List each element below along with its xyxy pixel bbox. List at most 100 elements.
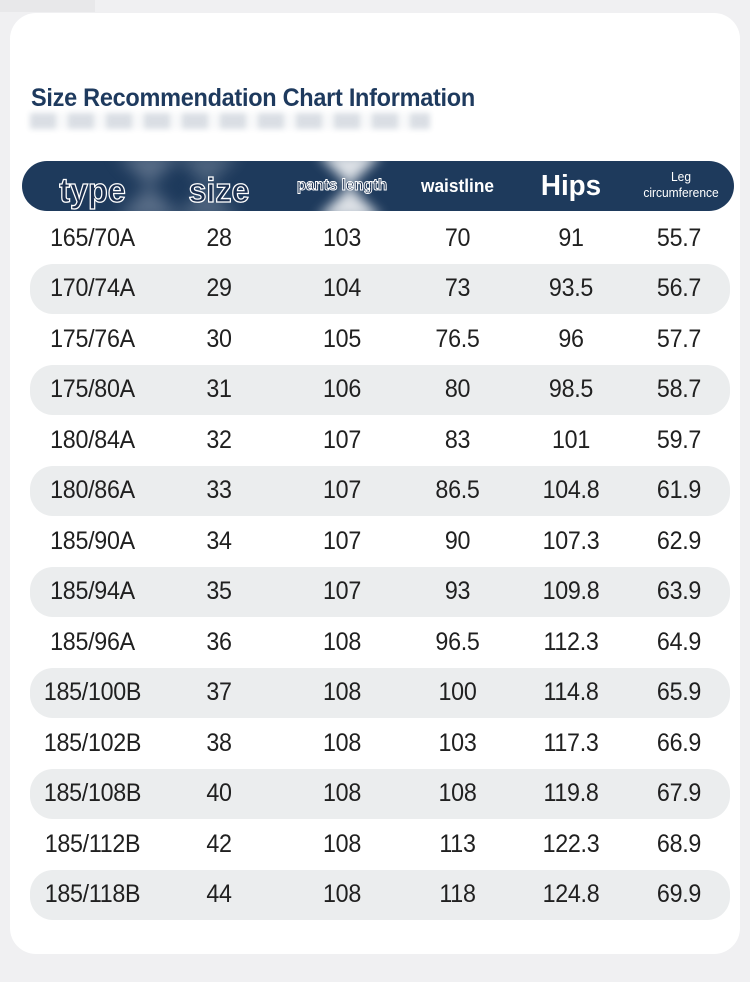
cell-pants_length: 107 [323,476,361,505]
cell-type: 175/80A [50,375,135,404]
cell-leg_circumference: 55.7 [656,223,702,252]
cell-waistline: 76.5 [435,324,480,353]
cell-leg_circumference: 68.9 [656,829,702,858]
cell-size: 33 [206,476,232,505]
size-chart-card: Size Recommendation Chart Information ty… [10,13,740,954]
cell-pants_length: 106 [323,375,361,404]
cell-hips: 98.5 [548,375,594,404]
cell-pants_length: 107 [323,425,361,454]
cell-leg_circumference: 62.9 [656,526,702,555]
cell-pants_length: 108 [323,678,361,707]
cell-type: 165/70A [50,223,135,252]
cell-size: 35 [206,577,232,606]
cell-hips: 112.3 [543,627,599,656]
cell-size: 34 [206,526,232,555]
header-row: type size pants length waistline Hips Le… [22,161,734,211]
cell-hips: 117.3 [543,728,599,757]
table-body: 165/70A 28 103 70 91 55.7 170/74A 29 104 73 93.5 56… [30,213,730,920]
cell-hips: 101 [552,425,590,454]
cell-leg_circumference: 58.7 [656,375,702,404]
header-cell-waistline: waistline [421,175,494,196]
cell-pants_length: 107 [323,577,361,606]
cell-hips: 122.3 [542,829,600,858]
cell-leg_circumference: 66.9 [656,728,702,757]
cell-pants_length: 107 [323,526,361,555]
cell-size: 36 [206,627,232,656]
page-title: Size Recommendation Chart Information [31,84,475,112]
table-row: 165/70A 28 103 70 91 55.7 [30,213,730,264]
cell-waistline: 96.5 [435,627,480,656]
cell-pants_length: 108 [323,829,361,858]
cell-waistline: 108 [438,779,477,808]
cell-waistline: 80 [444,375,471,404]
header-cell-hips: Hips [540,169,602,202]
cell-hips: 104.8 [542,476,600,505]
cell-waistline: 93 [444,577,471,606]
table-row: 180/84A 32 107 83 101 59.7 [30,415,730,466]
cell-pants_length: 104 [323,274,361,303]
table-row: 185/102B 38 108 103 117.3 66.9 [30,718,730,769]
cell-hips: 107.3 [542,526,600,555]
cell-leg_circumference: 69.9 [656,880,702,909]
header-cell-pants-length: pants length [296,177,388,195]
cell-type: 185/94A [50,577,135,606]
cell-leg_circumference: 56.7 [656,274,702,303]
cell-pants_length: 105 [323,324,361,353]
table-row: 185/90A 34 107 90 107.3 62.9 [30,516,730,567]
header-cell-type: type [59,171,127,210]
cell-hips: 114.8 [543,678,599,707]
cell-size: 37 [206,678,232,707]
cell-type: 185/102B [43,728,142,757]
cell-leg_circumference: 63.9 [656,577,702,606]
table-row: 185/118B 44 108 118 124.8 69.9 [30,869,730,920]
cell-pants_length: 108 [323,728,361,757]
cell-hips: 119.8 [543,779,599,808]
cell-size: 32 [206,425,232,454]
table-row: 185/108B 40 108 108 119.8 67.9 [30,768,730,819]
cell-size: 40 [206,779,232,808]
cell-hips: 93.5 [548,274,594,303]
cell-type: 185/108B [43,779,142,808]
table-row: 175/80A 31 106 80 98.5 58.7 [30,364,730,415]
cell-type: 180/86A [50,476,135,505]
table-row: 185/112B 42 108 113 122.3 68.9 [30,819,730,870]
cell-leg_circumference: 65.9 [656,678,702,707]
table-row: 185/100B 37 108 100 114.8 65.9 [30,667,730,718]
ghost-watermark-band [30,113,430,129]
cell-pants_length: 108 [323,779,361,808]
cell-hips: 109.8 [542,577,600,606]
cell-waistline: 100 [438,678,477,707]
cell-type: 185/112B [44,829,141,858]
cell-leg_circumference: 64.9 [656,627,702,656]
table-row: 185/96A 36 108 96.5 112.3 64.9 [30,617,730,668]
header-cell-size: size [188,171,250,210]
table-row: 170/74A 29 104 73 93.5 56.7 [30,263,730,314]
cell-hips: 91 [558,223,584,252]
cell-leg_circumference: 57.7 [656,324,702,353]
cell-waistline: 90 [444,526,471,555]
cell-type: 185/90A [50,526,135,555]
cell-leg_circumference: 59.7 [656,425,702,454]
cell-size: 31 [206,375,232,404]
cell-size: 28 [206,223,232,252]
cell-waistline: 73 [444,274,471,303]
table-row: 180/86A 33 107 86.5 104.8 61.9 [30,465,730,516]
cell-pants_length: 103 [323,223,361,252]
cell-type: 170/74A [50,274,135,303]
cell-type: 185/100B [43,678,142,707]
table-row: 185/94A 35 107 93 109.8 63.9 [30,566,730,617]
page-background-smudge [0,0,95,12]
cell-size: 29 [206,274,232,303]
table-row: 175/76A 30 105 76.5 96 57.7 [30,314,730,365]
cell-pants_length: 108 [323,880,361,909]
cell-waistline: 113 [439,829,476,858]
cell-type: 185/96A [50,627,135,656]
cell-hips: 124.8 [542,880,600,909]
cell-type: 185/118B [44,880,141,909]
cell-type: 175/76A [50,324,135,353]
cell-waistline: 118 [439,880,476,909]
cell-leg_circumference: 61.9 [656,476,702,505]
cell-waistline: 86.5 [435,476,480,505]
header-cell-leg-circumference: Leg circumference [643,170,719,200]
cell-size: 42 [206,829,232,858]
